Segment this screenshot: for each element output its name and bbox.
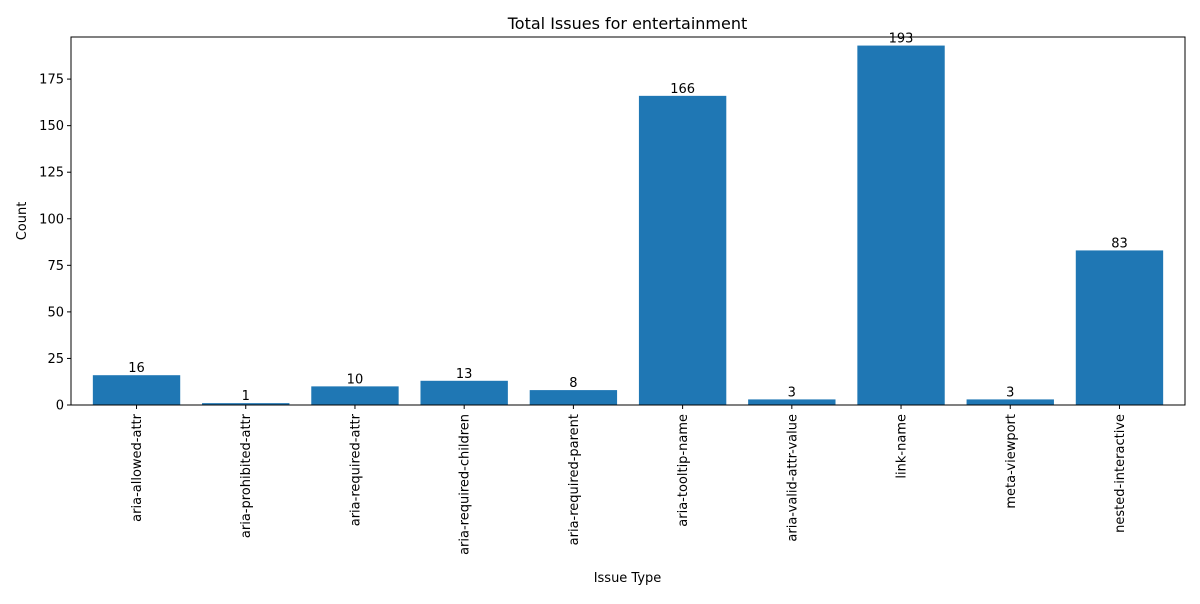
- bar-meta-viewport: [966, 399, 1054, 405]
- y-tick-label: 125: [39, 166, 64, 181]
- y-tick-label: 25: [47, 352, 64, 367]
- bar-value-label: 1: [242, 389, 250, 404]
- bar-aria-valid-attr-value: [748, 399, 836, 405]
- x-tick-label: aria-required-parent: [567, 414, 582, 545]
- x-tick-label: meta-viewport: [1004, 414, 1019, 509]
- x-tick-label: aria-tooltip-name: [676, 414, 691, 527]
- x-tick-label: link-name: [895, 414, 910, 479]
- bar-value-label: 3: [1006, 385, 1014, 400]
- bar-value-label: 3: [788, 385, 796, 400]
- y-tick-label: 75: [47, 259, 64, 274]
- bar-link-name: [857, 45, 945, 405]
- x-tick-label: nested-interactive: [1113, 414, 1128, 533]
- x-tick-label: aria-prohibited-attr: [239, 413, 254, 538]
- x-tick-label: aria-required-children: [458, 414, 473, 555]
- bar-value-label: 8: [569, 376, 577, 391]
- bar-aria-allowed-attr: [92, 375, 181, 405]
- y-tick-label: 100: [39, 212, 64, 227]
- bars-layer: [92, 45, 1164, 405]
- y-axis-ticks: 0 25 50 75 100 125 150 175: [39, 73, 71, 414]
- y-tick-label: 0: [56, 399, 64, 414]
- y-tick-label: 150: [39, 119, 64, 134]
- bar-aria-required-parent: [529, 390, 618, 405]
- bar-value-label: 10: [347, 372, 364, 387]
- plot-frame: [70, 36, 1186, 406]
- chart-title: Total Issues for entertainment: [507, 14, 748, 33]
- bar-value-label: 83: [1111, 236, 1128, 251]
- bar-aria-required-children: [420, 380, 508, 405]
- y-axis-label: Count: [15, 202, 30, 241]
- bar-value-label: 193: [889, 32, 914, 47]
- x-tick-label: aria-required-attr: [348, 413, 363, 526]
- bar-value-label: 13: [456, 367, 473, 382]
- x-tick-label: aria-valid-attr-value: [785, 414, 800, 542]
- bar-value-label: 16: [128, 361, 145, 376]
- bar-aria-required-attr: [311, 386, 399, 405]
- bar-aria-prohibited-attr: [202, 403, 290, 405]
- y-tick-label: 50: [47, 305, 64, 320]
- bar-nested-interactive: [1075, 250, 1164, 405]
- y-tick-label: 175: [39, 73, 64, 88]
- x-axis-label: Issue Type: [594, 571, 662, 586]
- bar-value-label: 166: [670, 82, 695, 97]
- x-axis-ticks: aria-allowed-attr aria-prohibited-attr ari…: [130, 405, 1128, 555]
- x-tick-label: aria-allowed-attr: [130, 413, 145, 521]
- bar-aria-tooltip-name: [638, 95, 727, 405]
